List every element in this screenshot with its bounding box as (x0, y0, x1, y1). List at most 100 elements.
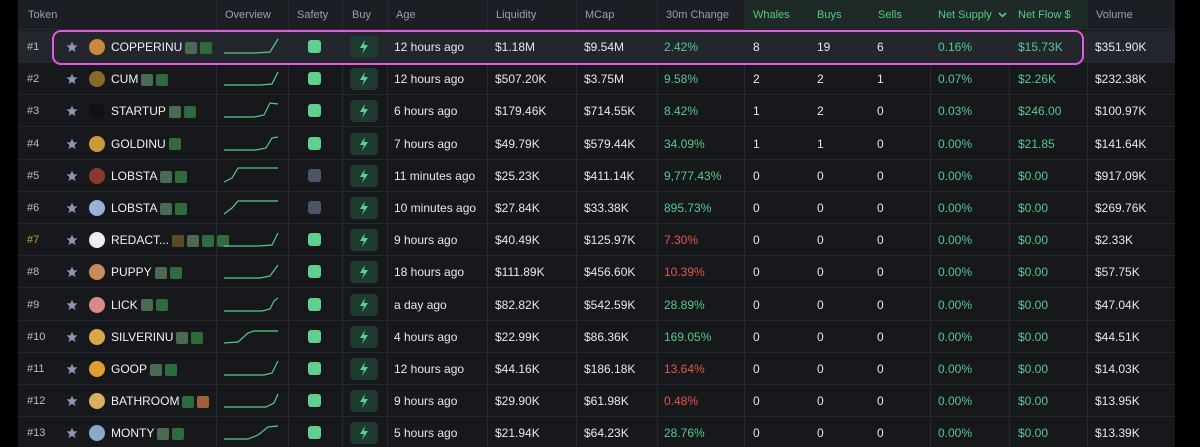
token-name-cell[interactable]: SILVERINU (111, 321, 204, 353)
header-change[interactable]: 30m Change (666, 9, 729, 21)
column-divider (387, 0, 388, 447)
header-overview[interactable]: Overview (225, 9, 271, 21)
liquidity: $1.18M (495, 40, 536, 54)
volume: $232.38K (1095, 72, 1147, 87)
table-row[interactable]: #11 GOOP 12 hours ago $44.16K $186.18K 1… (18, 353, 1175, 385)
lightning-icon (360, 362, 368, 376)
buy-button[interactable] (350, 390, 378, 413)
header-safety[interactable]: Safety (297, 9, 329, 21)
header-buys[interactable]: Buys (809, 0, 870, 30)
header-net-supply[interactable]: Net Supply (930, 0, 1010, 30)
lightning-icon (360, 136, 368, 151)
star-icon[interactable] (66, 266, 78, 278)
right-margin (1175, 0, 1200, 447)
star-icon[interactable] (66, 170, 78, 182)
token-name-cell[interactable]: BATHROOM (111, 385, 210, 417)
header-whales[interactable]: Whales (745, 0, 809, 30)
token-name-cell[interactable]: MONTY (111, 417, 185, 447)
header-net-flow[interactable]: Net Flow $ (1010, 0, 1087, 30)
star-icon[interactable] (66, 41, 78, 53)
volume: $917.09K (1095, 168, 1147, 183)
header-buy[interactable]: Buy (352, 9, 371, 21)
token-name-cell[interactable]: GOLDINU (111, 128, 181, 160)
buy-button[interactable] (350, 100, 378, 123)
pill-badge-icon (160, 202, 173, 215)
star-icon[interactable] (66, 299, 78, 311)
net-supply: 0.07% (938, 72, 973, 87)
buy-button[interactable] (350, 261, 378, 284)
net-flow: $0.00 (1018, 265, 1049, 280)
buy-button[interactable] (350, 325, 378, 348)
token-name-cell[interactable]: REDACT... (111, 224, 230, 256)
token-name-cell[interactable]: STARTUP (111, 95, 196, 127)
buy-button[interactable] (350, 358, 378, 380)
star-icon[interactable] (66, 395, 78, 407)
pill-badge-icon (154, 267, 167, 280)
star-icon[interactable] (66, 363, 78, 375)
table-row[interactable]: #3 STARTUP 6 hours ago $179.46K $714.55K… (18, 95, 1175, 128)
token-name-cell[interactable]: GOOP (111, 353, 178, 385)
header-net-supply-label: Net Supply (938, 9, 992, 21)
table-row[interactable]: #2 CUM 12 hours ago $507.20K $3.75M 9.58… (18, 63, 1175, 96)
token-name-cell[interactable]: LICK (111, 289, 168, 321)
table-row[interactable]: #13 MONTY 5 hours ago $21.94K $64.23K 28… (18, 417, 1175, 447)
rank: #7 (27, 234, 40, 247)
table-row[interactable]: #6 LOBSTA 10 minutes ago $27.84K $33.38K… (18, 192, 1175, 224)
market-cap: $714.55K (584, 104, 636, 119)
net-supply: 0.00% (938, 362, 973, 376)
rank: #4 (27, 137, 40, 150)
header-age[interactable]: Age (396, 9, 416, 21)
buy-button[interactable] (350, 132, 378, 155)
token-avatar (89, 296, 105, 313)
buys: 2 (817, 72, 824, 87)
buy-button[interactable] (350, 164, 378, 187)
table-row[interactable]: #1 COPPERINU 12 hours ago $1.18M $9.54M … (18, 31, 1175, 63)
chart-badge-icon (172, 428, 185, 441)
buy-button[interactable] (350, 197, 378, 219)
liquidity: $29.90K (495, 394, 540, 409)
buy-button[interactable] (350, 68, 378, 91)
rank: #2 (27, 73, 40, 86)
table-row[interactable]: #10 SILVERINU 4 hours ago $22.99K $86.36… (18, 321, 1175, 353)
star-icon[interactable] (66, 234, 78, 246)
star-icon[interactable] (66, 138, 78, 150)
table-row[interactable]: #12 BATHROOM 9 hours ago $29.90K $61.98K… (18, 385, 1175, 418)
token-name-cell[interactable]: COPPERINU (111, 31, 213, 63)
token-name-cell[interactable]: CUM (111, 63, 169, 95)
net-flow: $0.00 (1018, 168, 1049, 183)
token-name-cell[interactable]: PUPPY (111, 256, 182, 288)
sells: 0 (877, 233, 884, 248)
header-liquidity[interactable]: Liquidity (496, 9, 537, 21)
sparkline-chart (224, 71, 279, 86)
star-icon[interactable] (66, 73, 78, 85)
token-name-cell[interactable]: LOBSTA (111, 160, 188, 192)
star-icon[interactable] (66, 202, 78, 214)
lightning-icon (360, 329, 368, 344)
table-row[interactable]: #5 LOBSTA 11 minutes ago $25.23K $411.14… (18, 160, 1175, 192)
age: 12 hours ago (394, 40, 465, 54)
header-volume[interactable]: Volume (1096, 9, 1133, 21)
table-row[interactable]: #9 LICK a day ago $82.82K $542.59K 28.89… (18, 289, 1175, 321)
buy-button[interactable] (350, 229, 378, 252)
safety-indicator (308, 201, 321, 214)
table-row[interactable]: #4 GOLDINU 7 hours ago $49.79K $579.44K … (18, 128, 1175, 160)
pill-badge-icon (140, 299, 153, 312)
table-row[interactable]: #7 REDACT... 9 hours ago $40.49K $125.97… (18, 224, 1175, 257)
star-icon[interactable] (66, 105, 78, 117)
star-icon[interactable] (66, 331, 78, 343)
token-avatar (89, 39, 105, 55)
net-flow: $2.26K (1018, 72, 1057, 87)
header-sells[interactable]: Sells (870, 0, 930, 30)
star-icon[interactable] (66, 427, 78, 439)
age: 5 hours ago (394, 426, 458, 441)
header-mcap[interactable]: MCap (585, 9, 615, 21)
header-token[interactable]: Token (28, 9, 58, 21)
buy-button[interactable] (350, 36, 378, 58)
token-name: COPPERINU (111, 40, 183, 54)
rank: #11 (27, 363, 45, 375)
buy-button[interactable] (350, 422, 378, 445)
buy-button[interactable] (350, 293, 378, 316)
table-row[interactable]: #8 PUPPY 18 hours ago $111.89K $456.60K … (18, 256, 1175, 289)
sells: 1 (877, 72, 884, 87)
token-name-cell[interactable]: LOBSTA (111, 192, 188, 224)
